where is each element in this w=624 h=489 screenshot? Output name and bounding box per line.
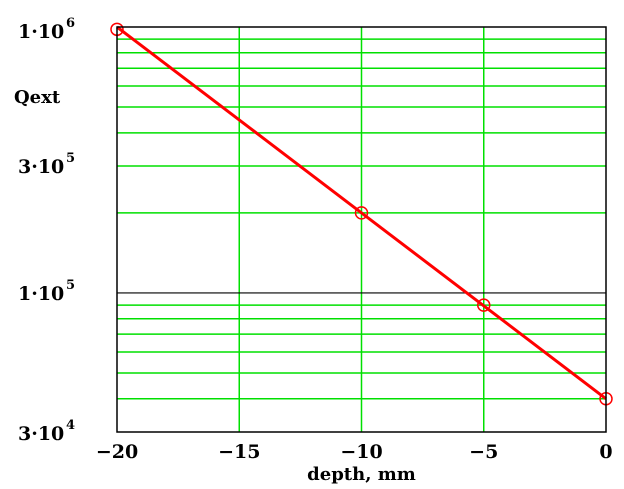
y-tick-label: 3·10 4 [18,418,75,445]
label-layer: −20 −15 −10 −5 01·10 63·10 51·10 53·10 4Qextdept… [14,16,613,485]
y-tick-label: 1·10 6 [18,16,75,43]
y-tick-mantissa: 3·10 [18,156,64,178]
y-tick-mantissa: 1·10 [18,283,64,305]
plot-frame [116,26,607,433]
data-point [354,206,369,220]
y-axis-title: Qext [14,87,61,108]
plot-frame-layer [116,26,607,433]
x-tick-label: −10 [340,441,382,463]
y-tick-mantissa: 1·10 [18,21,64,43]
y-tick-exponent: 5 [66,151,75,166]
x-tick-label: −15 [218,441,260,463]
data-point [477,298,491,312]
grid-layer [117,27,606,432]
y-tick-exponent: 6 [66,16,75,31]
y-tick-exponent: 5 [66,278,75,293]
y-tick-label: 3·10 5 [18,151,75,178]
x-tick-label: −20 [96,441,138,463]
y-tick-exponent: 4 [66,418,75,433]
x-tick-label: −5 [469,441,498,463]
fit-line [116,25,607,400]
x-tick-label: 0 [599,441,612,463]
x-axis-title: depth, mm [307,464,416,485]
y-tick-label: 1·10 5 [18,278,75,305]
y-tick-mantissa: 3·10 [18,423,64,445]
